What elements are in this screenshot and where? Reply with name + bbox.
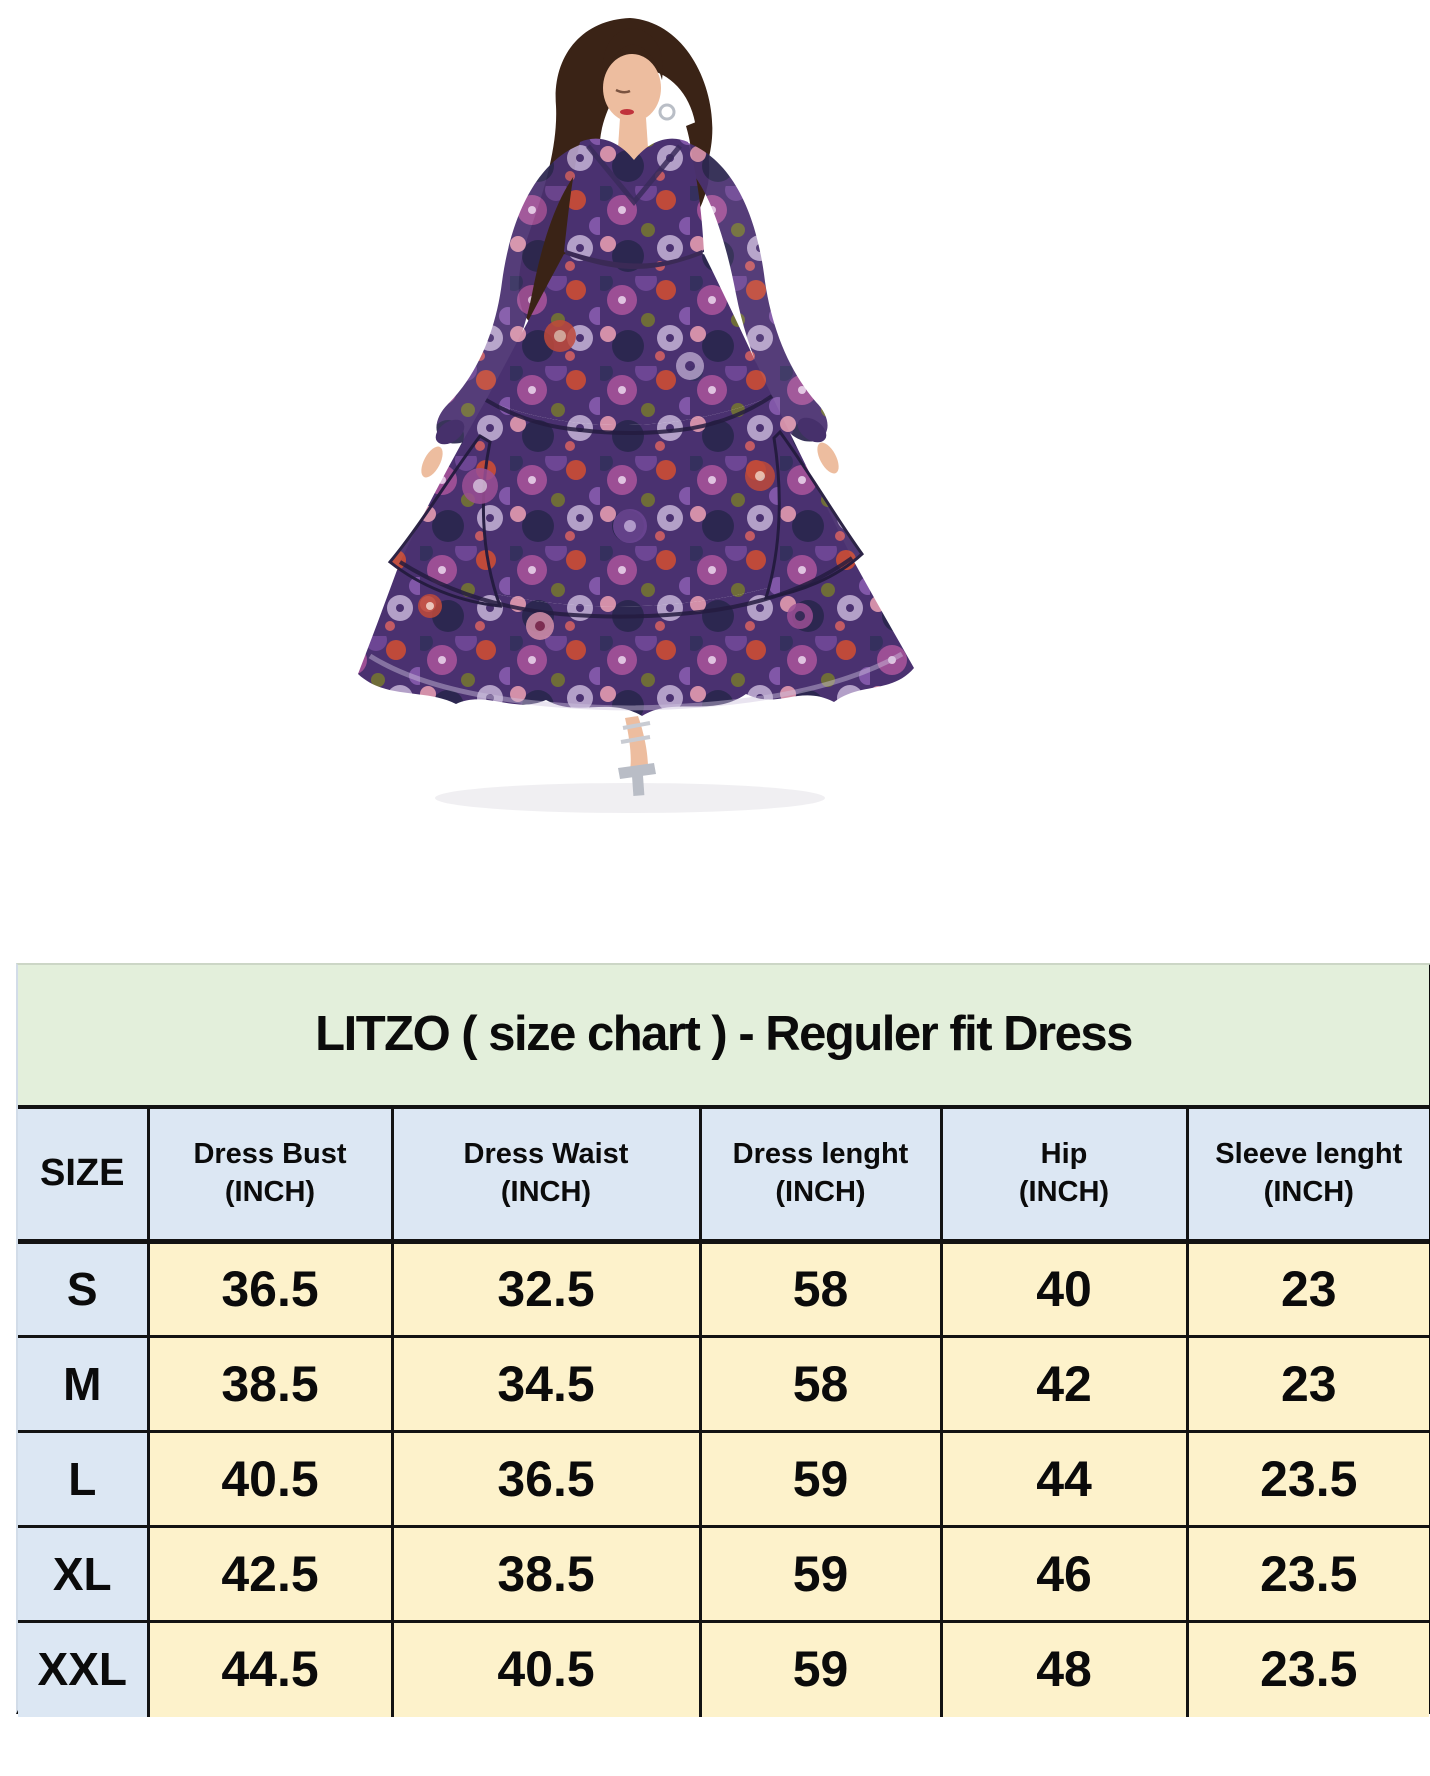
- dress-photo: [330, 6, 930, 864]
- measurement-value: 38.5: [146, 1335, 394, 1433]
- size-label: XXL: [18, 1620, 150, 1717]
- dress-sleeve-left: [435, 144, 584, 445]
- measurement-value: 58: [698, 1335, 943, 1433]
- size-row: M 38.5 34.5 58 42 23: [18, 1335, 1430, 1433]
- measurement-value: 23.5: [1185, 1430, 1430, 1528]
- earring: [658, 103, 676, 121]
- measurement-value: 48: [939, 1620, 1189, 1717]
- size-chart-panel: LITZO ( size chart ) - Reguler fit Dress…: [16, 963, 1430, 1717]
- measurement-value: 23.5: [1185, 1525, 1430, 1623]
- measurement-value: 58: [698, 1240, 943, 1338]
- measurement-value: 38.5: [390, 1525, 702, 1623]
- measurement-value: 23: [1185, 1335, 1430, 1433]
- measurement-value: 23: [1185, 1240, 1430, 1338]
- dress-skirt: [358, 254, 914, 716]
- measurement-value: 36.5: [146, 1240, 394, 1338]
- measurement-value: 44: [939, 1430, 1189, 1528]
- size-row: L 40.5 36.5 59 44 23.5: [18, 1430, 1430, 1528]
- size-label: XL: [18, 1525, 150, 1623]
- size-chart-body: S 36.5 32.5 58 40 23 M 38.5 34.5 58 42 23 L 40.5 36.5 5…: [18, 1240, 1430, 1717]
- column-header: Dress lenght (INCH): [698, 1107, 943, 1244]
- measurement-value: 42: [939, 1335, 1189, 1433]
- model-hand-left: [421, 446, 443, 478]
- measurement-value: 23.5: [1185, 1620, 1430, 1717]
- dress-bodice: [562, 138, 706, 282]
- measurement-value: 44.5: [146, 1620, 394, 1717]
- measurement-value: 42.5: [146, 1525, 394, 1623]
- size-label: S: [18, 1240, 150, 1338]
- measurement-value: 40: [939, 1240, 1189, 1338]
- measurement-value: 59: [698, 1430, 943, 1528]
- title-row: LITZO ( size chart ) - Reguler fit Dress: [18, 965, 1430, 1109]
- size-chart-title: LITZO ( size chart ) - Reguler fit Dress: [18, 965, 1430, 1109]
- measurement-value: 40.5: [146, 1430, 394, 1528]
- dress-illustration: [358, 18, 914, 813]
- size-row: XL 42.5 38.5 59 46 23.5: [18, 1525, 1430, 1623]
- size-chart-table: LITZO ( size chart ) - Reguler fit Dress…: [18, 965, 1430, 1717]
- measurement-value: 32.5: [390, 1240, 702, 1338]
- measurement-value: 40.5: [390, 1620, 702, 1717]
- silver-heel-shoe: [618, 716, 656, 796]
- measurement-value: 59: [698, 1620, 943, 1717]
- measurement-value: 59: [698, 1525, 943, 1623]
- column-header: Dress Waist (INCH): [390, 1107, 702, 1244]
- size-label: L: [18, 1430, 150, 1528]
- column-header: Sleeve lenght (INCH): [1185, 1107, 1430, 1244]
- size-label: M: [18, 1335, 150, 1433]
- measurement-value: 34.5: [390, 1335, 702, 1433]
- size-column-header: SIZE: [18, 1107, 150, 1244]
- size-row: S 36.5 32.5 58 40 23: [18, 1240, 1430, 1338]
- size-row: XXL 44.5 40.5 59 48 23.5: [18, 1620, 1430, 1717]
- measurement-value: 36.5: [390, 1430, 702, 1528]
- ground-shadow: [435, 783, 825, 813]
- model-hand-right: [817, 442, 839, 474]
- measurement-value: 46: [939, 1525, 1189, 1623]
- column-header: Hip (INCH): [939, 1107, 1189, 1244]
- column-header: Dress Bust (INCH): [146, 1107, 394, 1244]
- dress-sleeve-right: [684, 142, 828, 443]
- model-face: [602, 28, 663, 122]
- column-header-row: SIZE Dress Bust (INCH) Dress Waist (INCH) Dre…: [18, 1107, 1430, 1244]
